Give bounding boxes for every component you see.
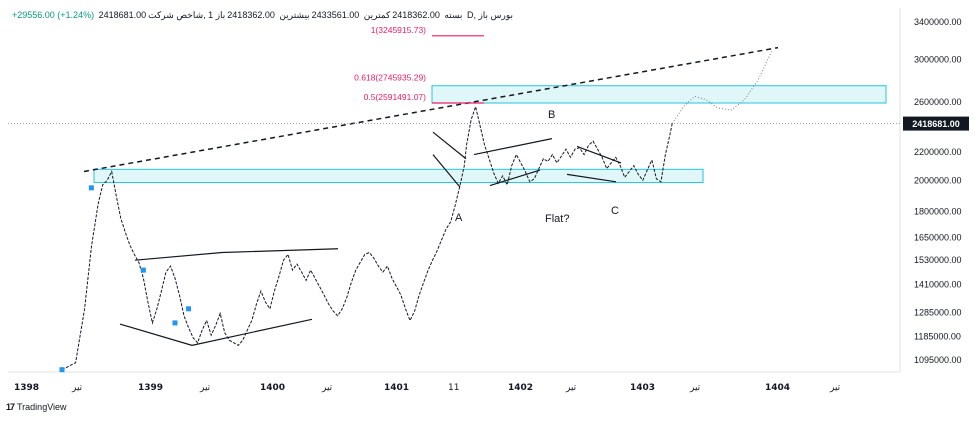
- pattern-trendline: [432, 154, 461, 188]
- x-axis: 1398 تیر 1399 تیر 1400 تیر 1401 11 1402 تیر 1403 تی…: [14, 383, 841, 393]
- x-tick-label: تیر: [199, 383, 211, 393]
- chart-grid: [8, 8, 901, 373]
- dashed-trendline: [83, 46, 779, 173]
- tradingview-brand[interactable]: 17 TradingView: [6, 402, 67, 412]
- open-value: 2418362.00: [227, 10, 275, 20]
- x-tick-label: 11: [448, 383, 459, 393]
- low-value: 2418362.00: [392, 10, 440, 20]
- x-tick-label: 1399: [138, 383, 163, 393]
- y-tick-label: 3400000.00: [914, 17, 962, 27]
- close-value: 2418681.00: [98, 10, 147, 20]
- x-tick-label: 1400: [260, 383, 285, 393]
- fib-level-label: 0.618(2745935.29): [354, 73, 426, 83]
- high-value: 2433561.00: [311, 10, 360, 20]
- pattern-trendline: [473, 138, 553, 156]
- pattern-trendline: [432, 131, 467, 160]
- price-series: [59, 51, 773, 373]
- x-tick-label: 1403: [630, 383, 655, 393]
- last-price-badge: [903, 116, 969, 131]
- x-tick-label: تیر: [565, 383, 577, 393]
- x-tick-label: تیر: [829, 383, 841, 393]
- tradingview-logo-icon: 17: [6, 402, 15, 412]
- fib-zone-rectangle: [431, 85, 887, 104]
- signal-marker: [172, 320, 178, 326]
- x-tick-label: تیر: [689, 383, 701, 393]
- wave-label: A: [455, 212, 463, 224]
- signal-marker: [140, 267, 146, 273]
- fib-level-label: 0.5(2591491.07): [364, 92, 427, 102]
- wave-label: Flat?: [545, 213, 569, 225]
- pattern-trendline: [566, 173, 617, 183]
- last-price-label: 2418681.00: [912, 119, 960, 129]
- y-tick-label: 2200000.00: [914, 147, 962, 157]
- signal-marker: [59, 367, 65, 373]
- open-label: باز: [215, 10, 226, 20]
- change-value: +29556.00 (+1.24%): [12, 10, 95, 20]
- y-tick-label: 3000000.00: [914, 54, 962, 64]
- close-label: بسته: [444, 10, 463, 20]
- x-tick-label: 1402: [508, 383, 533, 393]
- y-tick-label: 2600000.00: [914, 97, 962, 107]
- symbol-header: +29556.00 (+1.24%) 2418681.00 بسته 241836…: [6, 10, 515, 21]
- y-tick-label: 1530000.00: [914, 255, 962, 265]
- wave-label: C: [611, 205, 619, 217]
- x-tick-label: تیر: [321, 383, 333, 393]
- y-axis: 3400000.00 3000000.00 2600000.00 2200000.00…: [914, 17, 962, 365]
- price-line: [61, 104, 673, 371]
- projection-path: [671, 51, 773, 124]
- fib-level-label: 1(3245915.73): [371, 25, 426, 35]
- symbol-name: 1 ,شاخص شرکت D, بورس باز: [148, 10, 514, 20]
- pattern-trendline: [119, 323, 193, 346]
- y-tick-label: 1095000.00: [914, 355, 962, 365]
- signal-marker: [88, 185, 94, 191]
- x-tick-label: تیر: [71, 383, 83, 393]
- signal-marker: [186, 306, 192, 312]
- high-label: بیشترین: [279, 10, 310, 20]
- x-tick-label: 1398: [14, 383, 39, 393]
- brand-name: TradingView: [17, 402, 67, 412]
- y-tick-label: 1185000.00: [914, 331, 961, 341]
- support-zone-rectangle: [93, 168, 704, 184]
- y-tick-label: 1650000.00: [914, 233, 962, 243]
- wave-label: B: [548, 109, 555, 121]
- pattern-trendline: [221, 248, 339, 254]
- y-tick-label: 1800000.00: [914, 207, 962, 217]
- pattern-trendline: [134, 251, 223, 261]
- chart-annotations: 1(3245915.73) 0.618(2745935.29) 0.5(259149…: [354, 25, 969, 225]
- x-tick-label: 1401: [384, 383, 409, 393]
- y-tick-label: 1285000.00: [914, 307, 962, 317]
- pattern-trendline: [191, 318, 313, 346]
- low-label: کمترین: [363, 10, 391, 20]
- y-tick-label: 2000000.00: [914, 175, 962, 185]
- y-tick-label: 1410000.00: [914, 280, 962, 290]
- x-tick-label: 1404: [765, 383, 790, 393]
- drawing-overlays: [8, 35, 900, 346]
